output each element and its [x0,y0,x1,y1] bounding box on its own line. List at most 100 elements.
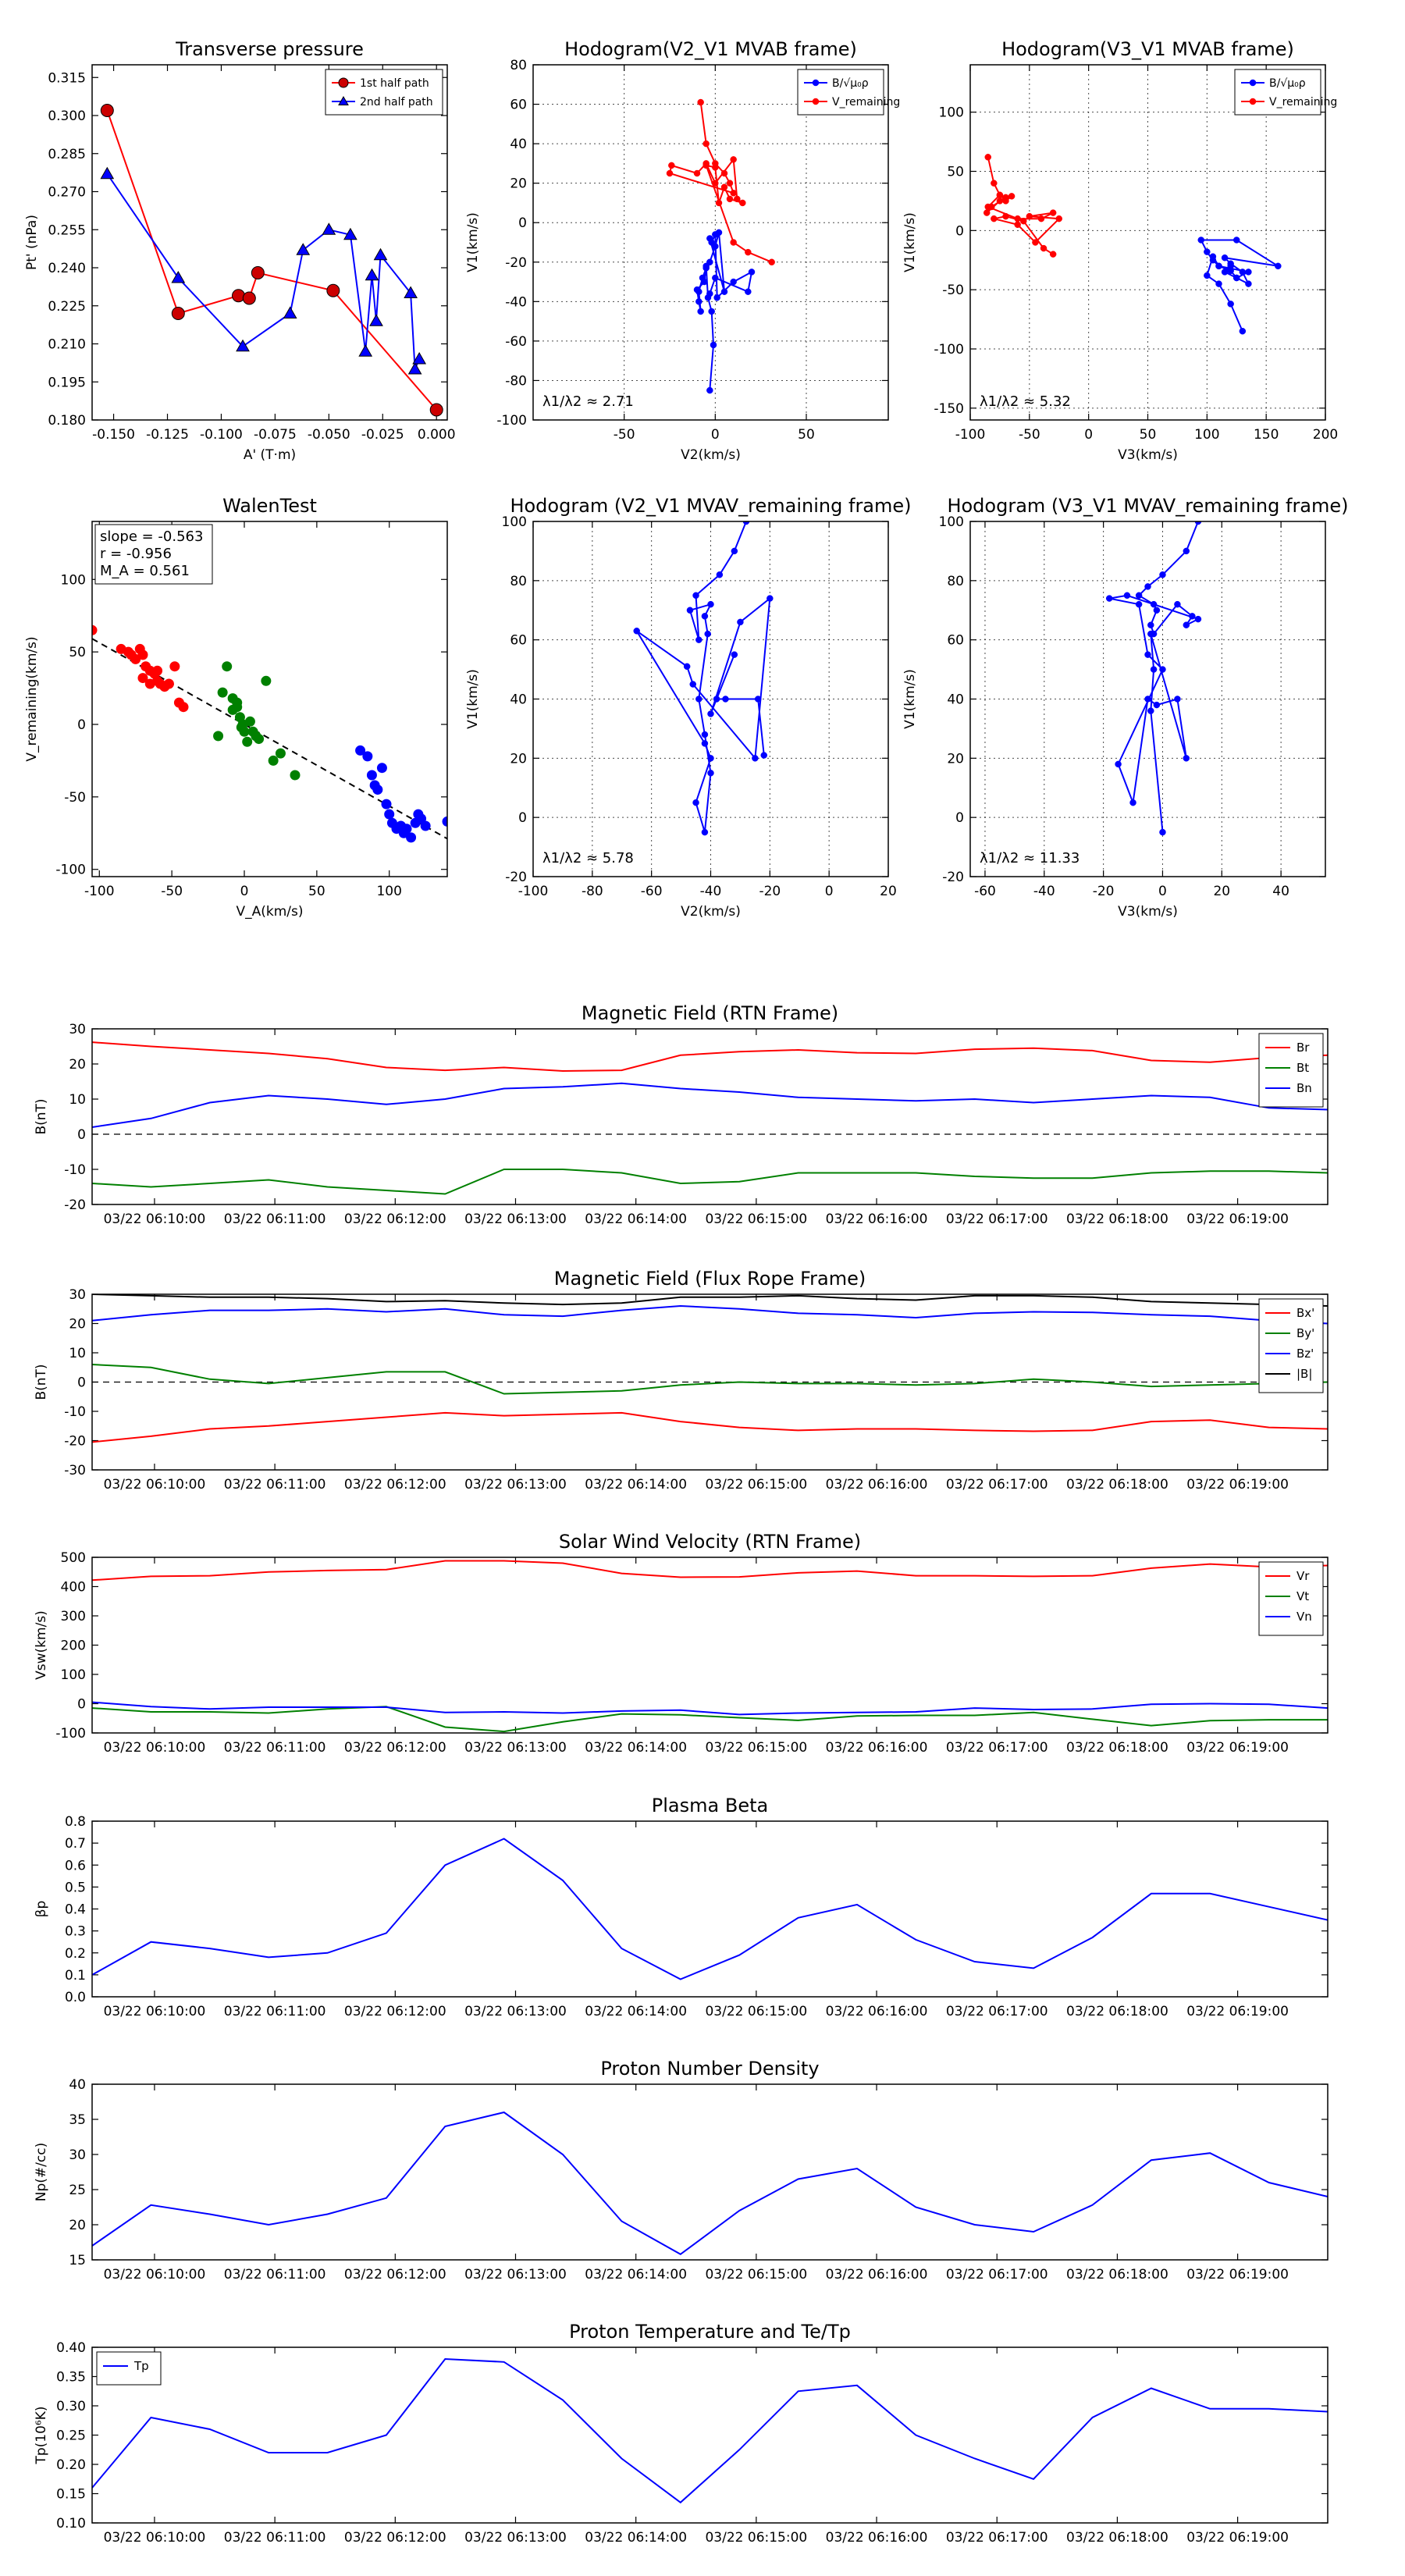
ytick-label: 200 [61,1638,86,1654]
eigenvalue-ratio-annotation: λ1/λ2 ≈ 11.33 [980,850,1080,866]
ytick-label: 25 [69,2183,86,2198]
data-point [365,268,379,281]
xtick-label: -0.075 [254,427,297,443]
xtick-label: 03/22 06:12:00 [344,2530,446,2546]
data-point [1002,197,1009,205]
ytick-label: -60 [505,334,527,350]
ytick-label: 0.180 [48,413,86,429]
ytick-label: 20 [510,176,527,192]
data-point [716,571,724,578]
legend-label: Bz' [1297,1347,1314,1361]
xtick-label: -40 [700,884,722,899]
xtick-label: 0 [711,427,720,443]
xtick-label: -50 [1019,427,1040,443]
data-point [1032,239,1039,246]
ytick-label: 0.20 [56,2457,86,2473]
ytick-label: 0.40 [56,2340,86,2356]
data-point-green [268,755,279,766]
data-point [1153,607,1161,614]
ytick-label: 15 [69,2253,86,2268]
data-point-blue [366,770,377,781]
data-point [1147,621,1154,628]
legend-label: Tp [133,2359,149,2373]
data-point [296,243,311,255]
legend-label: Vr [1297,1569,1310,1583]
data-point [1233,237,1240,244]
stats-line: slope = -0.563 [100,528,203,545]
data-point [683,663,691,671]
data-point [1150,666,1158,673]
legend-label: 1st half path [360,77,429,90]
ytick-label: 0.6 [65,1858,86,1873]
xtick-label: 150 [1254,427,1279,443]
data-point [706,290,713,297]
data-point-green [217,687,228,698]
data-point-green [236,722,247,733]
ytick-label: -100 [55,863,86,878]
data-point [737,618,744,626]
chart-title: Magnetic Field (RTN Frame) [582,1002,838,1024]
data-point [1215,262,1222,270]
data-point [1227,301,1234,308]
series-line-b [1109,521,1200,833]
series-line-b [695,232,753,391]
legend-marker [812,79,820,87]
data-point [702,265,710,272]
xtick-label: 03/22 06:18:00 [1066,2267,1168,2282]
ytick-label: 40 [510,692,527,708]
data-point [1275,262,1282,270]
series-line-vt [92,1706,1328,1733]
xtick-label: 03/22 06:14:00 [585,2530,687,2546]
plot-frame [91,2083,1329,2261]
data-point [1174,696,1181,703]
xtick-label: 03/22 06:14:00 [585,2267,687,2282]
plot-area [92,1838,1328,1980]
ytick-label: 0 [77,1127,86,1143]
y-axis-label: V1(km/s) [465,669,481,729]
data-point [1037,215,1045,222]
legend-label: By' [1297,1326,1314,1340]
data-point [322,222,336,235]
xtick-label: 03/22 06:17:00 [946,1740,1048,1756]
panel-hodo3: Hodogram (V2_V1 MVAV_remaining frame) -20… [465,495,912,920]
data-point-green [261,675,272,686]
ytick-label: -100 [496,413,527,429]
data-point [713,294,720,301]
data-point [706,258,713,266]
ytick-label: 0.5 [65,1880,86,1895]
data-point [668,162,675,169]
plot-frame [91,2347,1329,2524]
data-point [429,403,443,417]
chart-title: Transverse pressure [175,38,364,60]
xtick-label: 0.000 [418,427,456,443]
legend-label: |B| [1297,1367,1312,1381]
ytick-label: -80 [505,373,527,389]
ytick-label: -10 [64,1162,86,1178]
ytick-label: -10 [64,1404,86,1420]
ytick-label: 100 [939,105,964,121]
data-point [704,630,711,638]
xtick-label: 03/22 06:19:00 [1186,2267,1289,2282]
data-point [1105,595,1113,602]
data-point [171,307,185,320]
plot-area [92,1560,1328,1733]
data-point [1153,701,1161,709]
series-line-2nd-half-path [106,173,421,370]
legend: Br Bt Bn [1258,1033,1324,1108]
data-point [734,195,741,203]
chart-title: Hodogram (V3_V1 MVAV_remaining frame) [947,495,1348,517]
data-point [1014,215,1021,222]
data-point [712,180,719,187]
eigenvalue-ratio-annotation: λ1/λ2 ≈ 5.78 [542,850,634,866]
ytick-label: 50 [69,645,86,660]
data-point [1245,280,1252,287]
legend-label: Bt [1297,1061,1309,1075]
xtick-label: 03/22 06:13:00 [464,1477,567,1493]
xtick-label: 03/22 06:12:00 [344,1212,446,1227]
data-point-green [232,697,243,708]
data-point [1026,212,1033,220]
plot-frame [91,1820,1329,1998]
chart-title: Hodogram(V3_V1 MVAB frame) [1001,38,1294,60]
data-point [699,274,706,282]
